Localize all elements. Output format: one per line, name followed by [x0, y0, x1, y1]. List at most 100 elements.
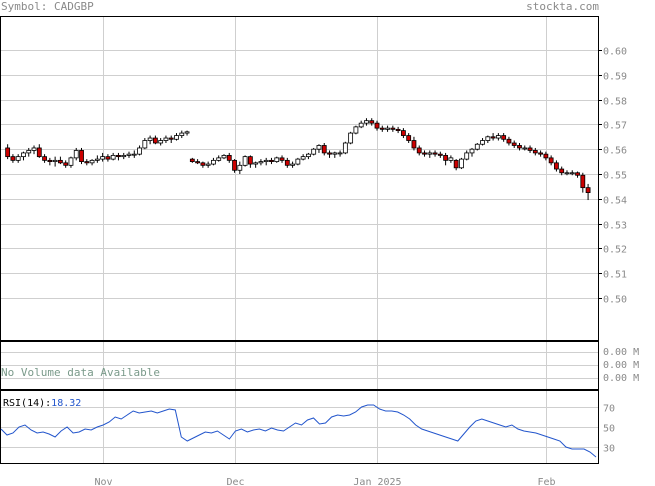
candle-body-up	[332, 152, 338, 155]
candle	[300, 154, 306, 161]
candle	[353, 125, 359, 135]
candle-body-down	[10, 156, 16, 161]
candle-body-down	[490, 136, 496, 139]
candle	[564, 170, 570, 176]
candle-body-down	[5, 147, 11, 158]
candle	[216, 155, 222, 162]
candle-body-down	[84, 161, 90, 164]
price-tick-label: 0.59	[603, 72, 627, 83]
candle	[474, 143, 480, 151]
candle-body-up	[358, 122, 364, 128]
candle-body-up	[158, 140, 164, 144]
candle-body-down	[411, 140, 417, 149]
candle-body-down	[511, 142, 517, 146]
candle-body-up	[464, 152, 470, 160]
price-tick-label: 0.57	[603, 121, 627, 132]
candle	[47, 157, 53, 166]
candle	[247, 155, 253, 168]
candle	[538, 150, 543, 157]
x-tick-label: Dec	[226, 477, 244, 486]
candle-body-down	[321, 145, 327, 154]
candle-body-up	[221, 154, 227, 159]
candle-body-up	[348, 132, 354, 144]
candle	[395, 126, 401, 134]
candle	[94, 155, 100, 163]
candle-body-up	[522, 147, 528, 150]
candle-body-down	[58, 159, 63, 164]
candle-body-down	[369, 120, 375, 124]
candle-body-down	[36, 147, 42, 158]
candle-body-down	[585, 187, 591, 193]
candle	[580, 172, 586, 193]
candle	[10, 154, 16, 163]
candle	[147, 135, 153, 145]
x-tick-label: Jan 2025	[353, 477, 401, 486]
candle	[501, 133, 507, 142]
candle	[464, 150, 470, 161]
candlestick-series	[5, 118, 591, 201]
candle	[52, 156, 58, 167]
candle-body-up	[21, 152, 26, 158]
candle	[448, 155, 454, 163]
candle	[163, 135, 169, 143]
candle-body-up	[258, 161, 264, 164]
candle-body-down	[269, 159, 274, 163]
candle	[242, 155, 248, 167]
candle	[485, 135, 491, 143]
candle-body-down	[554, 162, 559, 170]
candle-body-up	[311, 148, 317, 155]
candle	[226, 152, 232, 163]
candle	[337, 150, 343, 157]
candle-body-down	[432, 152, 438, 155]
candle-body-down	[200, 162, 206, 166]
candle-body-up	[427, 152, 433, 155]
rsi-grid	[1, 391, 598, 463]
candle-body-up	[306, 153, 311, 158]
candle	[385, 125, 390, 132]
candle	[527, 145, 533, 153]
rsi-tick-label: 70	[603, 404, 615, 415]
candle	[316, 144, 322, 153]
no-volume-message: No Volume data Available	[1, 366, 160, 379]
candle	[469, 147, 475, 157]
candle	[158, 138, 164, 146]
candle	[269, 157, 274, 165]
candle	[58, 156, 63, 165]
candle-body-down	[395, 128, 401, 132]
candle	[263, 157, 269, 166]
candle	[142, 138, 148, 150]
candle-body-down	[116, 154, 121, 158]
candle-body-down	[527, 147, 533, 151]
candle	[548, 155, 554, 166]
candle	[237, 161, 243, 174]
candle-body-up	[337, 152, 343, 155]
candle	[311, 147, 317, 156]
candle	[453, 159, 459, 171]
candle-body-up	[295, 158, 301, 165]
candle	[137, 145, 142, 156]
candle-body-up	[448, 157, 454, 161]
candle	[506, 136, 512, 146]
candle-body-up	[569, 172, 575, 175]
candle-body-up	[364, 120, 369, 124]
candle	[253, 161, 259, 168]
candle-body-down	[416, 147, 422, 154]
candle-body-up	[100, 156, 106, 160]
candle-body-down	[327, 152, 332, 155]
candle-body-up	[15, 156, 21, 161]
candle	[437, 151, 443, 158]
rsi-tick-label: 30	[603, 444, 615, 455]
rsi-tick-label: 50	[603, 424, 615, 435]
candle-body-up	[205, 163, 211, 166]
candle	[306, 152, 311, 160]
candle-body-up	[121, 154, 127, 158]
candle	[221, 154, 227, 160]
candle	[232, 159, 237, 173]
candle-body-up	[485, 136, 491, 141]
candle	[179, 130, 185, 139]
candle-body-up	[263, 159, 269, 163]
candle-body-down	[437, 153, 443, 156]
candle	[105, 154, 111, 162]
candle-body-up	[316, 145, 322, 150]
